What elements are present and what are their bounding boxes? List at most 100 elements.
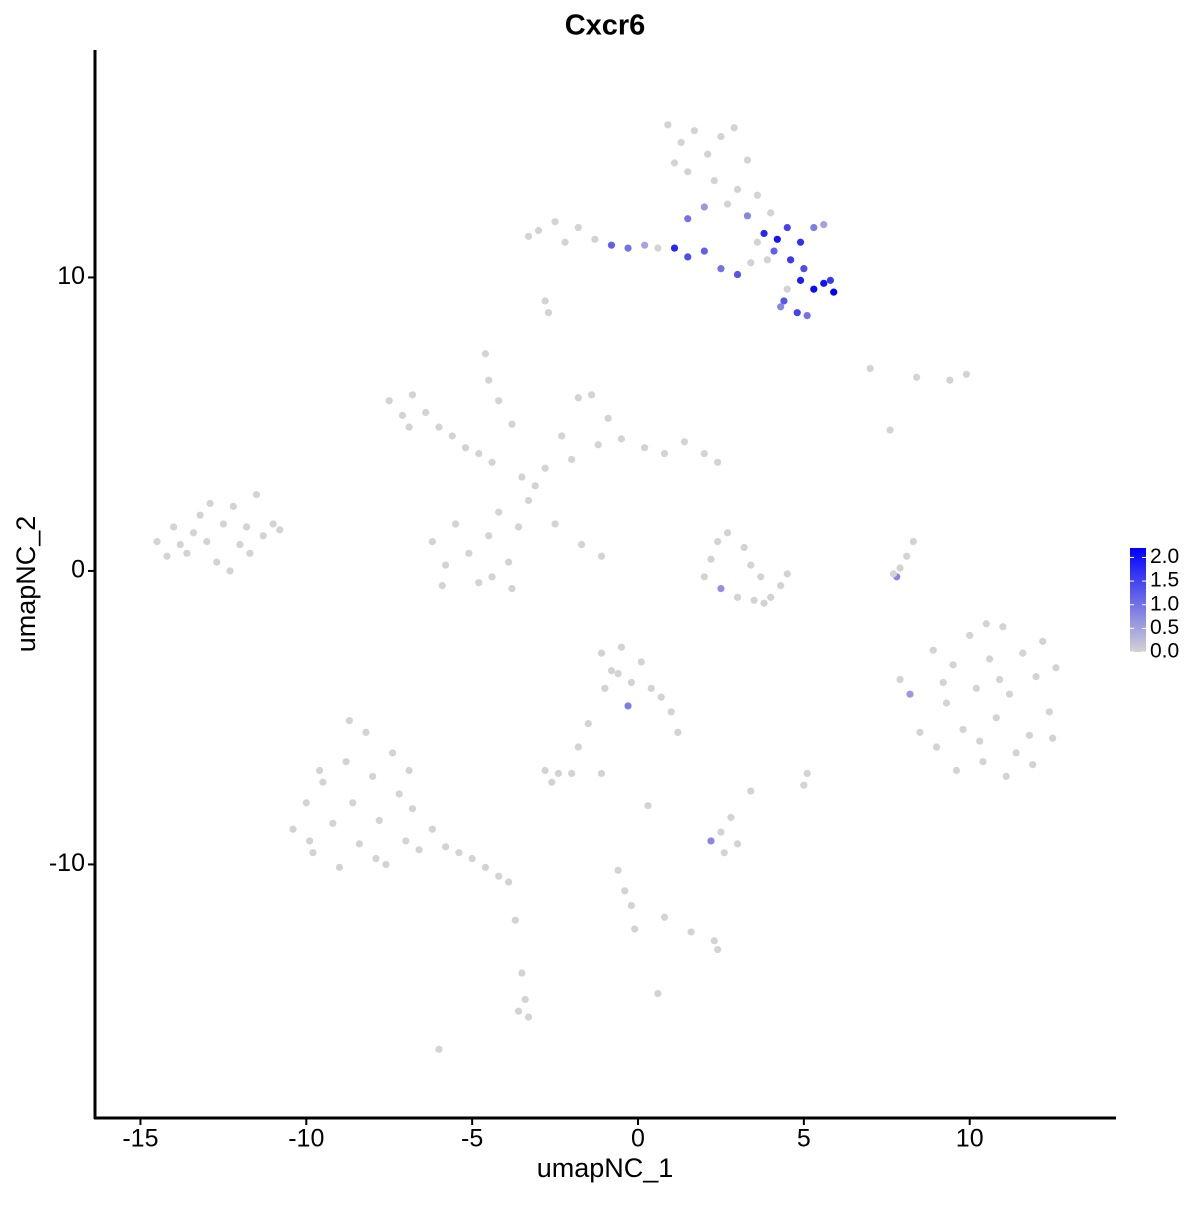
point bbox=[495, 397, 503, 405]
point bbox=[189, 529, 198, 537]
point bbox=[372, 854, 380, 863]
point bbox=[684, 253, 692, 261]
point bbox=[395, 790, 403, 798]
point bbox=[820, 279, 828, 287]
point bbox=[468, 854, 476, 863]
point bbox=[597, 649, 606, 657]
point bbox=[777, 303, 785, 311]
point bbox=[246, 549, 254, 557]
point bbox=[717, 584, 725, 593]
point bbox=[654, 989, 662, 998]
point bbox=[680, 438, 689, 446]
point bbox=[796, 238, 805, 246]
point bbox=[289, 825, 297, 833]
point bbox=[309, 849, 317, 857]
point bbox=[415, 846, 423, 854]
point bbox=[276, 526, 284, 534]
point bbox=[335, 863, 344, 871]
point bbox=[342, 758, 350, 766]
point bbox=[617, 643, 626, 651]
point bbox=[700, 449, 708, 458]
point bbox=[1025, 731, 1034, 739]
point bbox=[405, 766, 413, 775]
point bbox=[810, 223, 818, 232]
point bbox=[485, 532, 493, 540]
point bbox=[226, 567, 234, 575]
point bbox=[810, 285, 818, 293]
point bbox=[757, 573, 765, 581]
point bbox=[601, 684, 609, 692]
point bbox=[252, 491, 261, 499]
point bbox=[714, 458, 722, 466]
point bbox=[767, 209, 775, 217]
point bbox=[660, 913, 669, 921]
point bbox=[621, 887, 629, 895]
point bbox=[916, 728, 924, 736]
point bbox=[402, 837, 410, 845]
point bbox=[1045, 708, 1053, 716]
point bbox=[786, 256, 795, 264]
point bbox=[505, 558, 513, 566]
point bbox=[259, 532, 267, 540]
point bbox=[475, 579, 483, 587]
point bbox=[903, 552, 911, 560]
point bbox=[219, 520, 227, 528]
point bbox=[385, 397, 393, 405]
point bbox=[641, 444, 649, 452]
point bbox=[448, 432, 456, 440]
point bbox=[717, 828, 725, 836]
point bbox=[800, 265, 808, 273]
point bbox=[488, 573, 496, 581]
point bbox=[760, 599, 768, 607]
point bbox=[783, 285, 791, 293]
point bbox=[242, 523, 251, 531]
point bbox=[614, 866, 622, 874]
point bbox=[929, 646, 937, 654]
point bbox=[710, 177, 718, 185]
point bbox=[747, 561, 755, 569]
colorbar-tick-label: 0.5 bbox=[1150, 616, 1179, 639]
point bbox=[388, 749, 397, 757]
point bbox=[700, 573, 708, 581]
point bbox=[196, 511, 204, 519]
point bbox=[176, 540, 184, 549]
point bbox=[594, 441, 602, 449]
point bbox=[511, 916, 519, 924]
point bbox=[710, 937, 718, 945]
y-axis-label: umapNC_2 bbox=[11, 516, 41, 653]
point bbox=[982, 620, 990, 628]
point bbox=[236, 540, 244, 549]
point bbox=[657, 693, 665, 701]
chart-title: Cxcr6 bbox=[565, 10, 646, 42]
point bbox=[578, 540, 586, 549]
point bbox=[830, 288, 838, 296]
point bbox=[730, 124, 738, 132]
point bbox=[896, 564, 904, 572]
point bbox=[345, 717, 354, 725]
point bbox=[531, 482, 539, 490]
x-tick-label: -10 bbox=[288, 1125, 324, 1153]
point bbox=[995, 675, 1004, 684]
point bbox=[793, 309, 801, 317]
colorbar-tick-label: 1.0 bbox=[1150, 592, 1179, 615]
point bbox=[408, 805, 417, 813]
point bbox=[505, 878, 513, 886]
point bbox=[369, 772, 377, 780]
point bbox=[465, 549, 473, 557]
point bbox=[733, 593, 742, 601]
point bbox=[939, 678, 947, 687]
point bbox=[803, 769, 811, 778]
point bbox=[229, 502, 237, 510]
point bbox=[886, 426, 894, 434]
point bbox=[302, 799, 310, 807]
point bbox=[488, 458, 496, 466]
point bbox=[670, 244, 679, 252]
point bbox=[514, 523, 523, 531]
x-tick-label: 5 bbox=[797, 1125, 811, 1153]
point bbox=[382, 860, 390, 869]
point bbox=[700, 247, 708, 255]
point bbox=[524, 496, 533, 505]
point bbox=[508, 420, 516, 428]
point bbox=[664, 121, 672, 129]
colorbar-tick-label: 1.5 bbox=[1150, 569, 1179, 592]
